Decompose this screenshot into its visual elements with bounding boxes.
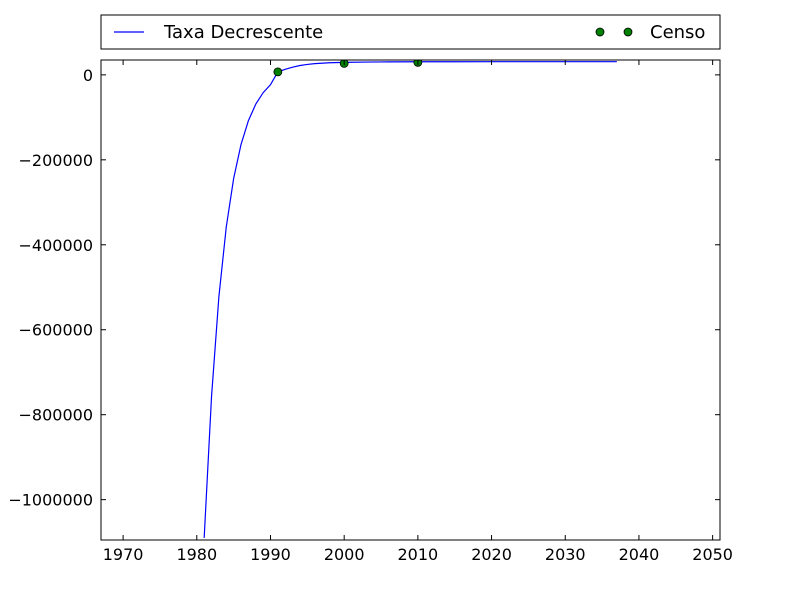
x-tick-label: 2010 xyxy=(398,545,439,564)
series-line-taxa-decrescente xyxy=(203,61,617,538)
axes-layer: 1970 1980 1990 2000 2010 2020 2030 2040 2050 0 −20… xyxy=(8,60,733,564)
plot-area xyxy=(101,60,720,540)
legend-label-censo: Censo xyxy=(650,22,705,43)
legend-label-taxa-decrescente: Taxa Decrescente xyxy=(163,22,323,43)
legend-box xyxy=(100,14,721,50)
x-tick-label: 2000 xyxy=(324,545,365,564)
plot-frame xyxy=(100,59,721,541)
y-tick-label: −800000 xyxy=(19,406,93,425)
x-tick-label: 2030 xyxy=(545,545,586,564)
y-tick-label: −200000 xyxy=(19,151,93,170)
x-tick-label: 1990 xyxy=(250,545,291,564)
y-tick-label: −600000 xyxy=(19,321,93,340)
legend-marker-swatch xyxy=(595,27,605,37)
censo-point xyxy=(273,67,283,77)
legend: Taxa Decrescente Censo xyxy=(100,14,721,50)
x-tick-label: 2050 xyxy=(692,545,733,564)
x-tick-label: 2040 xyxy=(619,545,660,564)
y-tick-label: −400000 xyxy=(19,236,93,255)
y-tick-label: −1000000 xyxy=(8,491,93,510)
x-tick-label: 1970 xyxy=(103,545,144,564)
y-tick-label: 0 xyxy=(83,66,93,85)
x-tick-label: 2020 xyxy=(471,545,512,564)
legend-marker-swatch xyxy=(623,27,633,37)
x-tick-label: 1980 xyxy=(176,545,217,564)
